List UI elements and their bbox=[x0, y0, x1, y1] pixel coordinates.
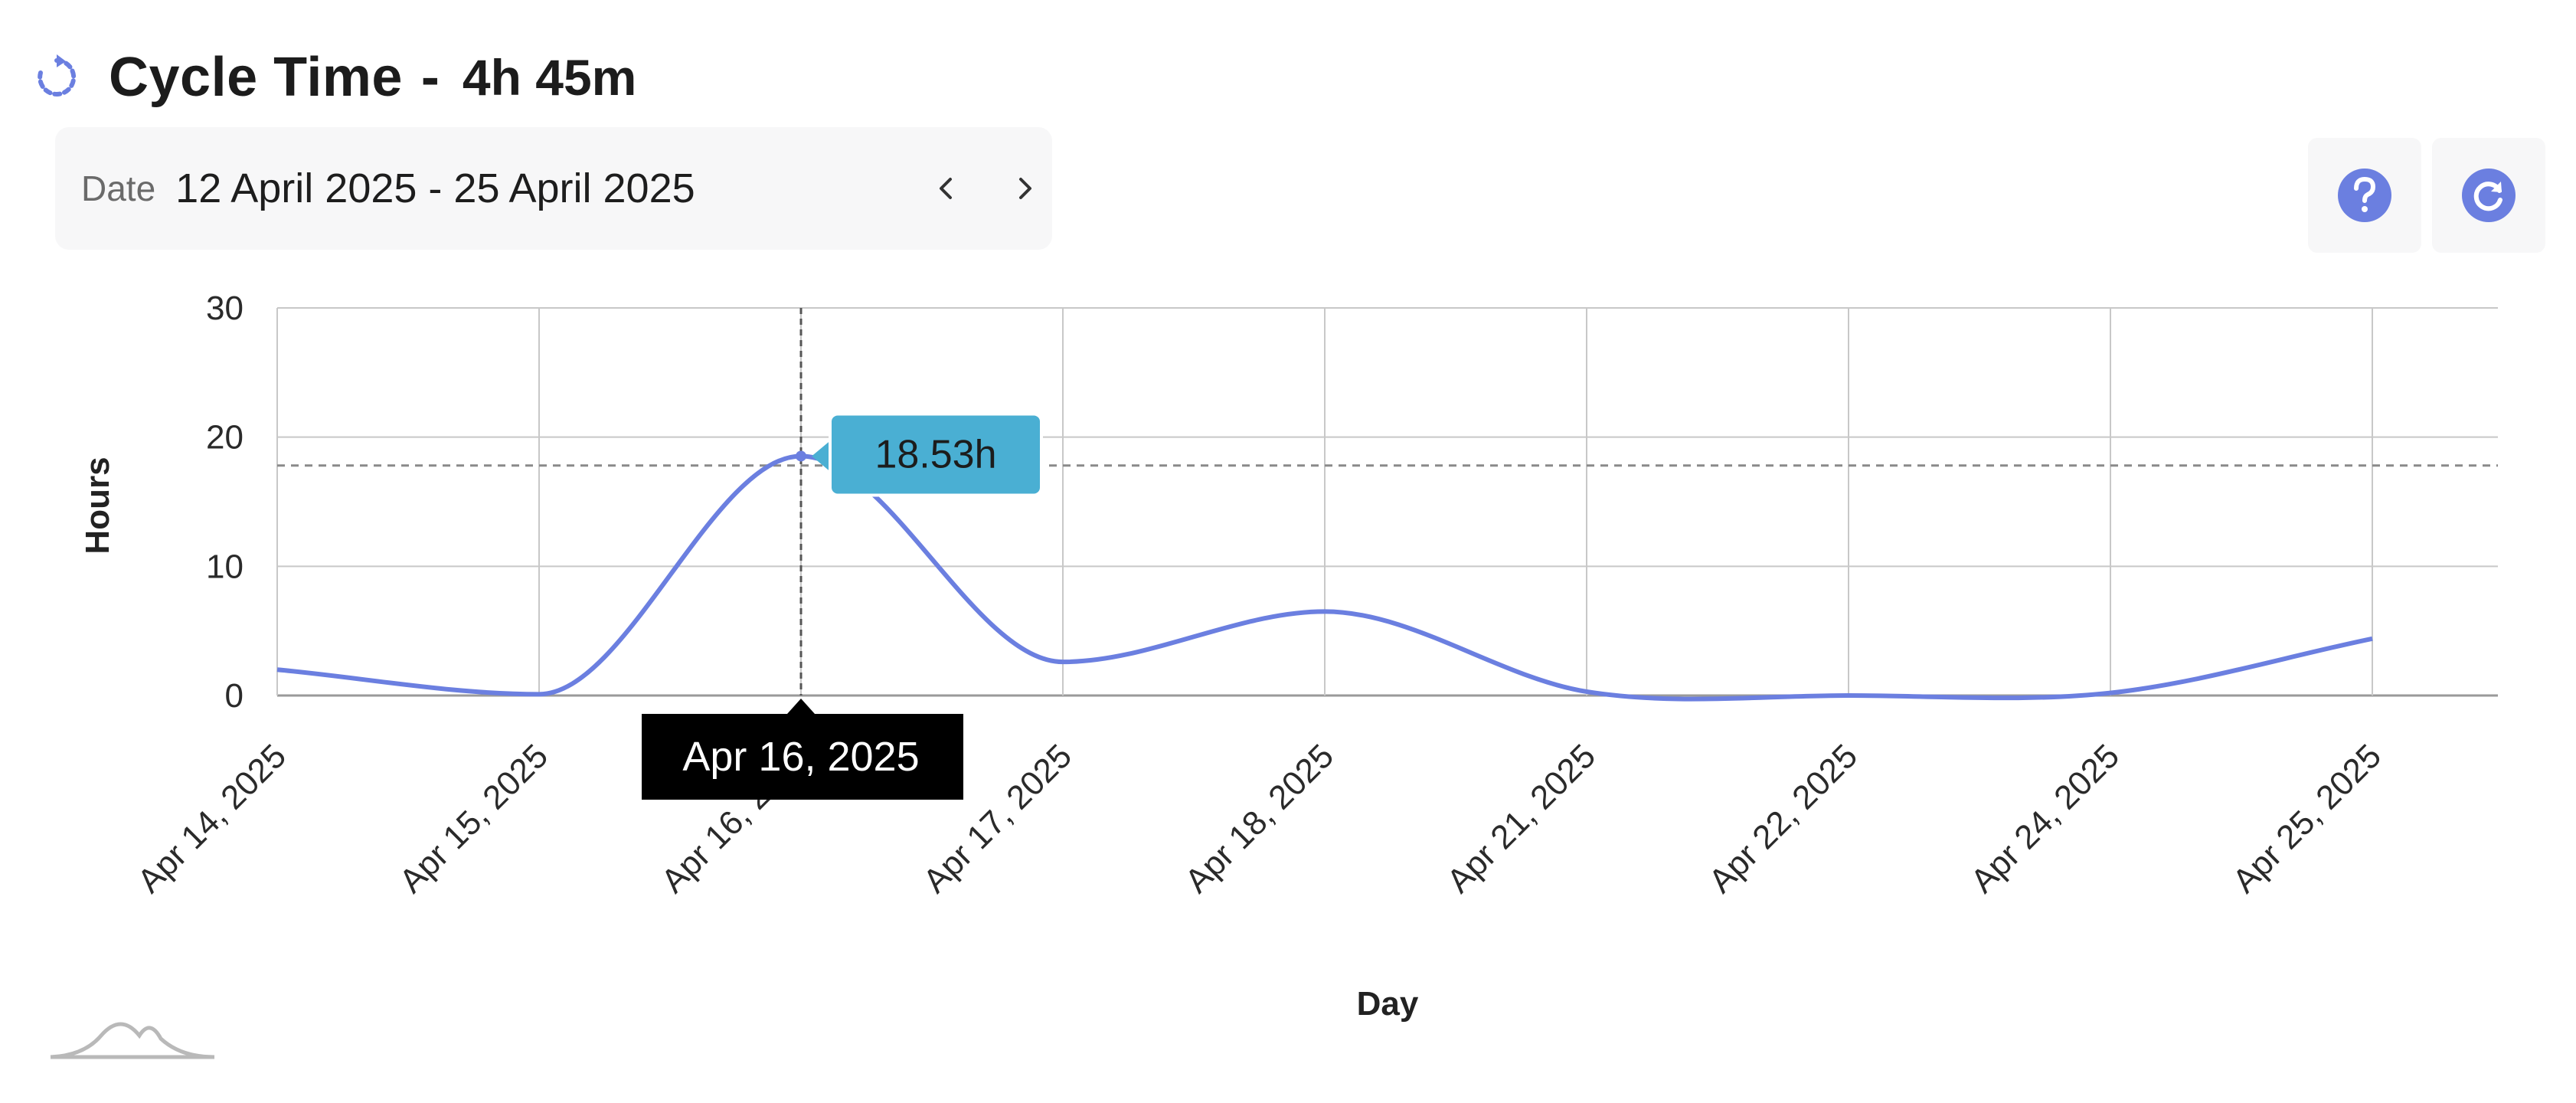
x-tick-label: Apr 21, 2025 bbox=[1440, 737, 1603, 900]
next-range-button[interactable] bbox=[994, 158, 1055, 219]
x-tick-label: Apr 25, 2025 bbox=[2225, 737, 2388, 900]
x-axis-title: Day bbox=[1357, 985, 1419, 1023]
x-tick-label: Apr 24, 2025 bbox=[1963, 737, 2127, 900]
question-circle-icon bbox=[2338, 169, 2391, 222]
page-title: Cycle Time bbox=[109, 47, 403, 108]
value-tooltip bbox=[829, 412, 1043, 497]
x-tick-label: Apr 15, 2025 bbox=[392, 737, 555, 900]
value-tooltip-pointer bbox=[812, 440, 830, 472]
axis-tooltip-text: Apr 16, 2025 bbox=[682, 734, 919, 780]
x-tick-label: Apr 22, 2025 bbox=[1702, 737, 1865, 900]
hover-point bbox=[796, 450, 806, 462]
chart-logo-icon bbox=[50, 1022, 215, 1059]
x-tick-label: Apr 18, 2025 bbox=[1178, 737, 1341, 900]
axis-tooltip bbox=[642, 714, 963, 800]
value-tooltip-text: 18.53h bbox=[874, 432, 996, 476]
chart-header: Cycle Time - 4h 45m bbox=[34, 43, 636, 112]
refresh-button[interactable] bbox=[2432, 138, 2545, 253]
y-tick-label: 30 bbox=[206, 290, 244, 327]
y-tick-label: 10 bbox=[206, 548, 244, 585]
chevron-right-icon bbox=[1019, 178, 1031, 199]
chevron-left-icon bbox=[940, 178, 952, 199]
y-tick-label: 20 bbox=[206, 419, 244, 457]
refresh-icon bbox=[2462, 169, 2516, 222]
date-label: Date bbox=[81, 169, 156, 208]
title-separator: - bbox=[420, 47, 440, 108]
cycle-time-value: 4h 45m bbox=[462, 49, 637, 106]
cycle-icon bbox=[38, 54, 77, 97]
y-axis-title: Hours bbox=[79, 457, 116, 554]
x-tick-label: Apr 14, 2025 bbox=[130, 737, 293, 900]
y-tick-label: 0 bbox=[225, 677, 244, 715]
date-filter: Date 12 April 2025 - 25 April 2025 bbox=[55, 127, 1052, 250]
date-range[interactable]: 12 April 2025 - 25 April 2025 bbox=[175, 165, 695, 211]
series-line-0 bbox=[276, 453, 2373, 702]
axis-tooltip-pointer bbox=[787, 699, 815, 714]
previous-range-button[interactable] bbox=[916, 158, 977, 219]
help-button[interactable] bbox=[2308, 138, 2421, 253]
